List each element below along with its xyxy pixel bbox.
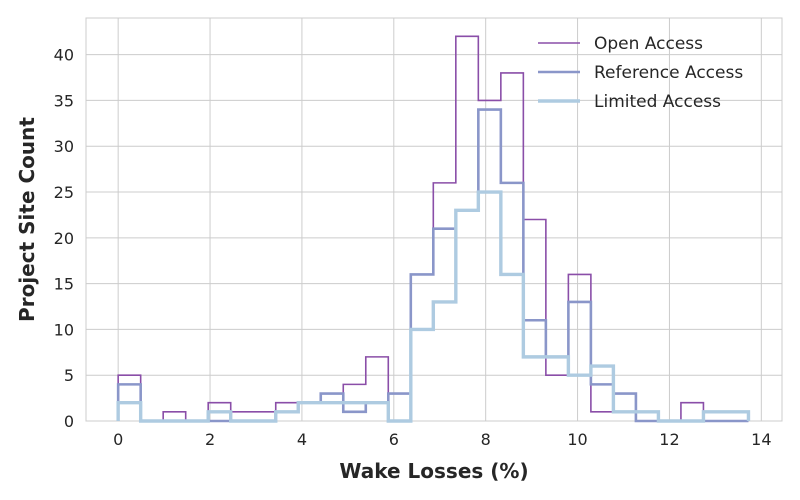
y-tick-label: 25 [54,183,74,202]
y-tick-label: 10 [54,320,74,339]
x-tick-label: 6 [389,430,399,449]
y-tick-label: 0 [64,412,74,431]
y-tick-label: 15 [54,275,74,294]
y-tick-label: 30 [54,137,74,156]
x-axis-title: Wake Losses (%) [339,459,528,483]
legend: Open Access Reference Access Limited Acces… [538,34,743,112]
x-tick-label: 14 [751,430,771,449]
legend-label: Open Access [594,34,703,54]
legend-label: Reference Access [594,63,743,83]
y-tick-label: 20 [54,229,74,248]
series-limited-access [116,190,751,423]
x-tick-label: 4 [297,430,307,449]
tick-labels: 0 2 4 6 8 10 12 14 0 5 10 15 20 25 30 35 40 [54,46,772,449]
x-tick-label: 8 [481,430,491,449]
x-tick-label: 0 [113,430,123,449]
series-group [116,35,751,423]
x-tick-label: 10 [567,430,587,449]
x-tick-label: 12 [659,430,679,449]
y-tick-label: 40 [54,46,74,65]
x-tick-label: 2 [205,430,215,449]
y-tick-label: 35 [54,91,74,110]
y-axis-title: Project Site Count [15,117,39,322]
legend-label: Limited Access [594,92,721,112]
y-tick-label: 5 [64,366,74,385]
